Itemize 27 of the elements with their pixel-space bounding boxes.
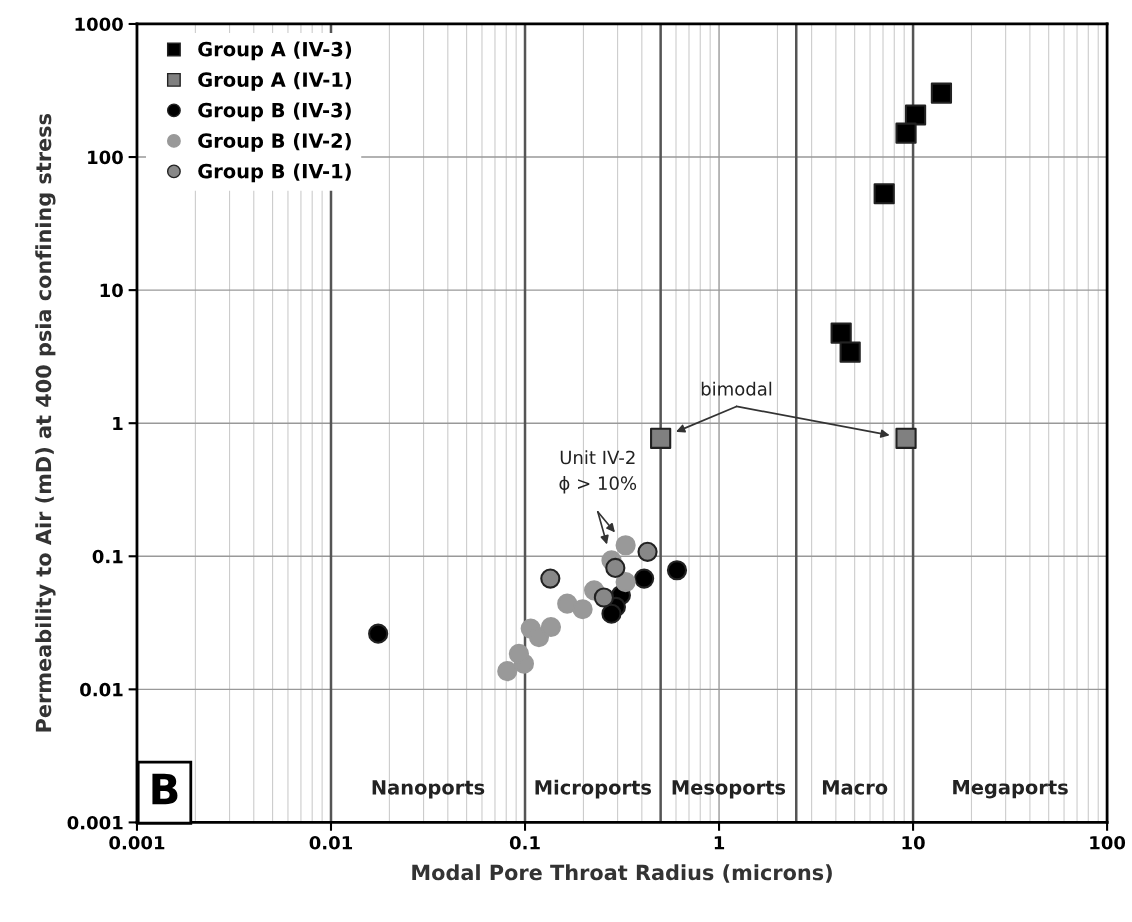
annotation: Macro [822,780,888,795]
x-tick-label: 1 [714,836,725,850]
annotation: Unit IV-2 ϕ > 10% [559,450,637,494]
y-axis-title: Permeability to Air (mD) at 400 psia confining stress [35,114,56,732]
annotation: Megaports [953,780,1068,799]
x-tick-label: 0.01 [309,835,353,850]
y-tick-label: 0.1 [92,549,123,564]
annotation: bimodal [701,381,772,396]
y-tick-label: 0.001 [67,815,123,830]
annotation: Microports [535,779,652,799]
annotation: B [152,773,178,805]
y-tick-label: 1000 [75,17,123,32]
legend-label: Group A (IV-3) [198,41,352,61]
x-tick-label: 0.1 [509,835,540,850]
legend-label: Group B (IV-3) [198,102,351,122]
annotation: Mesoports [672,780,786,799]
x-axis-title: Modal Pore Throat Radius (microns) [412,864,832,883]
legend-label: Group B (IV-2) [198,132,351,152]
legend-label: Group A (IV-1) [198,71,352,91]
x-tick-label: 100 [1090,835,1126,850]
y-tick-label: 0.01 [80,682,123,697]
y-tick-label: 1 [113,416,123,431]
x-tick-label: 10 [902,835,925,850]
annotation: Nanoports [372,780,485,799]
legend-label: Group B (IV-1) [198,163,351,183]
y-tick-label: 100 [88,150,123,165]
y-tick-label: 10 [100,283,123,298]
